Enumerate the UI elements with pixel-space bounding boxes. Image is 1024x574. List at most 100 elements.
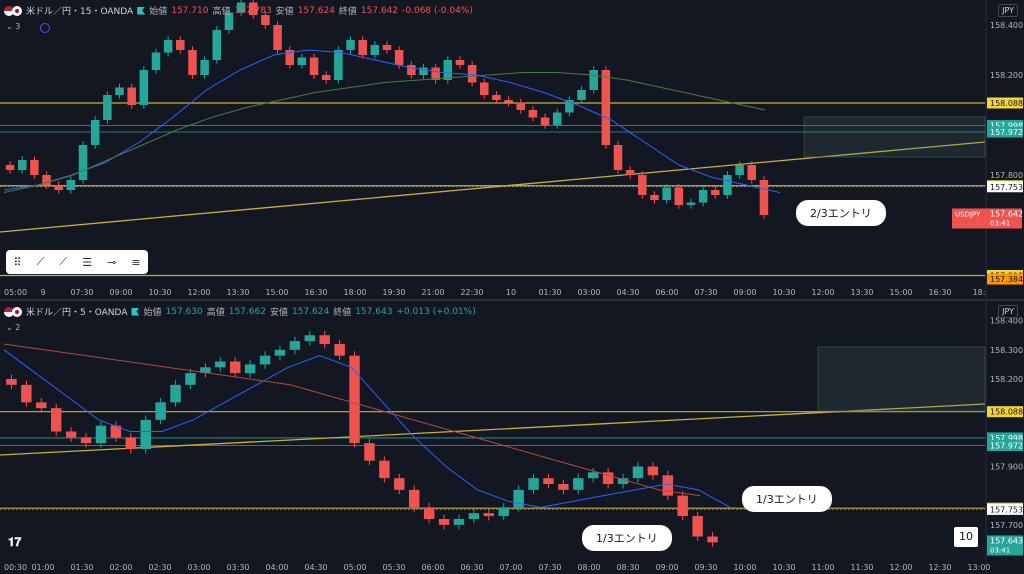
chart-header: 米ドル／円・15・OANDA 始値 157.710 高値 157.783 安値 157… <box>4 4 473 17</box>
x-tick-label: 18:00 <box>343 288 366 297</box>
pane-divider[interactable] <box>0 299 1024 301</box>
currency-label[interactable]: JPY <box>998 305 1018 318</box>
low-value: 157.624 <box>297 5 335 16</box>
ray-icon[interactable]: ⊸ <box>106 255 117 269</box>
candle-body <box>309 57 319 75</box>
y-tick-label: 158.200 <box>990 375 1023 384</box>
pitchfork-icon[interactable]: ⟋ <box>59 255 68 268</box>
x-tick-label: 11:30 <box>850 563 873 572</box>
candle-body <box>498 507 509 517</box>
candle-body <box>80 437 92 444</box>
symbol-title[interactable]: 米ドル／円・15・OANDA <box>26 7 134 17</box>
symbol-title[interactable]: 米ドル／円・5・OANDA <box>26 308 128 318</box>
usd-flag-icon <box>4 306 14 317</box>
candle-body <box>686 202 696 205</box>
high-value: 157.662 <box>228 306 266 317</box>
x-tick-label: 12:00 <box>187 288 210 297</box>
x-tick-label: 22:30 <box>460 288 483 297</box>
x-tick-label: 01:00 <box>31 563 54 572</box>
candle-body <box>139 70 149 105</box>
candle-body <box>185 373 196 385</box>
x-tick-label: 16:30 <box>304 288 327 297</box>
fib-icon[interactable]: ☰ <box>82 255 92 269</box>
candle-body <box>662 475 674 496</box>
tradingview-logo-icon[interactable]: 𝟏𝟕 <box>8 535 22 549</box>
x-tick-label: 9 <box>40 288 45 297</box>
candle-body <box>289 341 301 350</box>
x-tick-label: 05:30 <box>382 563 405 572</box>
supply-zone <box>803 116 986 158</box>
x-tick-label: 18: <box>973 288 986 297</box>
candle-body <box>674 187 684 205</box>
candle-body <box>95 425 107 444</box>
price-badge-text: 157.998 <box>990 122 1023 131</box>
ma-slow-line <box>3 343 701 497</box>
ma-slow-line <box>3 72 766 193</box>
chart-pane-15m[interactable]: 158.400 158.200 157.800 05:00 9 07:30 09:00 10:… <box>0 0 1024 299</box>
candle-body <box>115 87 124 95</box>
candle-body <box>662 187 671 200</box>
x-tick-label: 09:00 <box>655 563 678 572</box>
chart-pane-5m[interactable]: 158.400 158.300 158.200 157.900 157.700 00:30… <box>0 301 1024 574</box>
x-tick-label: 04:00 <box>265 563 288 572</box>
candle-body <box>176 40 185 50</box>
trend-line-icon[interactable]: ⟋ <box>36 255 45 268</box>
candle-body <box>711 190 720 195</box>
drawing-toolbar[interactable]: ⠿ ⟋ ⟋ ☰ ⊸ ≡ <box>6 250 148 274</box>
candle-body <box>274 349 286 356</box>
menu-lines-icon[interactable]: ≡ <box>131 255 141 269</box>
x-tick-label: 13:30 <box>226 288 249 297</box>
price-badge <box>987 503 1023 515</box>
candle-body <box>321 75 331 80</box>
price-badge-text: 157.972 <box>990 442 1023 451</box>
candle-body <box>212 30 222 60</box>
candle-body <box>707 536 718 543</box>
currency-label[interactable]: JPY <box>998 4 1018 17</box>
y-tick-label: 158.300 <box>990 346 1023 355</box>
candle-body <box>103 95 112 120</box>
candle-body <box>552 112 562 125</box>
last-price-badge <box>952 208 1022 229</box>
candle-body <box>647 466 659 476</box>
price-badge <box>987 181 1023 193</box>
candle-body <box>632 466 644 479</box>
x-tick-label: 09:00 <box>733 288 756 297</box>
x-tick-label: 07:30 <box>538 563 561 572</box>
candle-body <box>54 185 63 190</box>
indicator-icon[interactable] <box>40 23 50 33</box>
candle-body <box>407 65 416 75</box>
indicator-toggle[interactable]: ⌄ 2 <box>6 323 21 332</box>
chart-canvas-5m[interactable]: 158.400 158.300 158.200 157.900 157.700 00:30… <box>0 301 1024 574</box>
candle-body <box>723 175 732 195</box>
candle-body <box>17 160 27 170</box>
candle-body <box>319 335 330 344</box>
candle-body <box>215 361 226 368</box>
candle-body <box>273 25 282 50</box>
candle-body <box>259 355 271 365</box>
candle-body <box>565 100 574 113</box>
x-tick-label: 08:30 <box>616 563 639 572</box>
change-value: +0.013 (+0.01%) <box>396 306 476 317</box>
candle-body <box>759 180 769 215</box>
x-tick-label: 12:30 <box>928 563 951 572</box>
zoom-level[interactable]: 10 <box>954 527 978 547</box>
candle-body <box>625 170 635 175</box>
y-tick-label: 158.200 <box>990 71 1023 80</box>
candle-body <box>364 443 375 461</box>
x-tick-label: 09:00 <box>109 288 132 297</box>
candle-body <box>492 95 501 100</box>
candle-body <box>224 12 234 30</box>
candle-body <box>334 344 345 356</box>
x-tick-label: 15:00 <box>889 288 912 297</box>
candle-body <box>261 15 270 25</box>
candle-body <box>5 165 15 170</box>
x-tick-label: 13:00 <box>967 563 990 572</box>
drag-handle-icon[interactable]: ⠿ <box>13 255 22 269</box>
chart-canvas-15m[interactable]: 158.400 158.200 157.800 05:00 9 07:30 09:00 10:… <box>0 0 1024 299</box>
x-tick-label: 05:00 <box>4 288 27 297</box>
y-tick-label: 158.400 <box>990 317 1023 326</box>
x-tick-label: 04:30 <box>616 288 639 297</box>
indicator-toggle[interactable]: ⌄ 3 <box>6 22 21 31</box>
indicator-count: 3 <box>15 22 21 31</box>
price-axis-bg <box>986 0 1024 299</box>
